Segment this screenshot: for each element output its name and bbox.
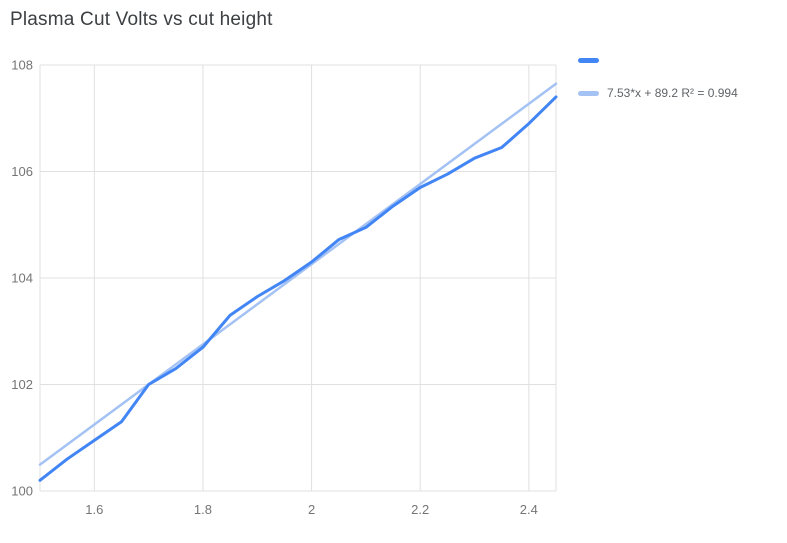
x-tick-label: 1.8 [194, 502, 212, 517]
y-tick-label: 100 [11, 484, 33, 499]
x-tick-label: 2 [308, 502, 315, 517]
y-tick-label: 104 [11, 271, 33, 286]
series-swatch [578, 57, 599, 63]
x-tick-label: 1.6 [85, 502, 103, 517]
legend: 7.53*x + 89.2 R² = 0.994 [578, 53, 738, 119]
chart-title: Plasma Cut Volts vs cut height [10, 9, 273, 30]
y-tick-label: 102 [11, 377, 33, 392]
trendline [38, 82, 558, 466]
trendline-swatch [578, 90, 599, 96]
trendline-legend-label: 7.53*x + 89.2 R² = 0.994 [607, 86, 738, 100]
x-tick-label: 2.2 [411, 502, 429, 517]
data-series-line [38, 95, 558, 482]
legend-item-trendline: 7.53*x + 89.2 R² = 0.994 [578, 86, 738, 100]
y-tick-label: 108 [11, 58, 33, 73]
legend-item-series [578, 53, 738, 67]
x-tick-label: 2.4 [520, 502, 538, 517]
y-tick-label: 106 [11, 164, 33, 179]
